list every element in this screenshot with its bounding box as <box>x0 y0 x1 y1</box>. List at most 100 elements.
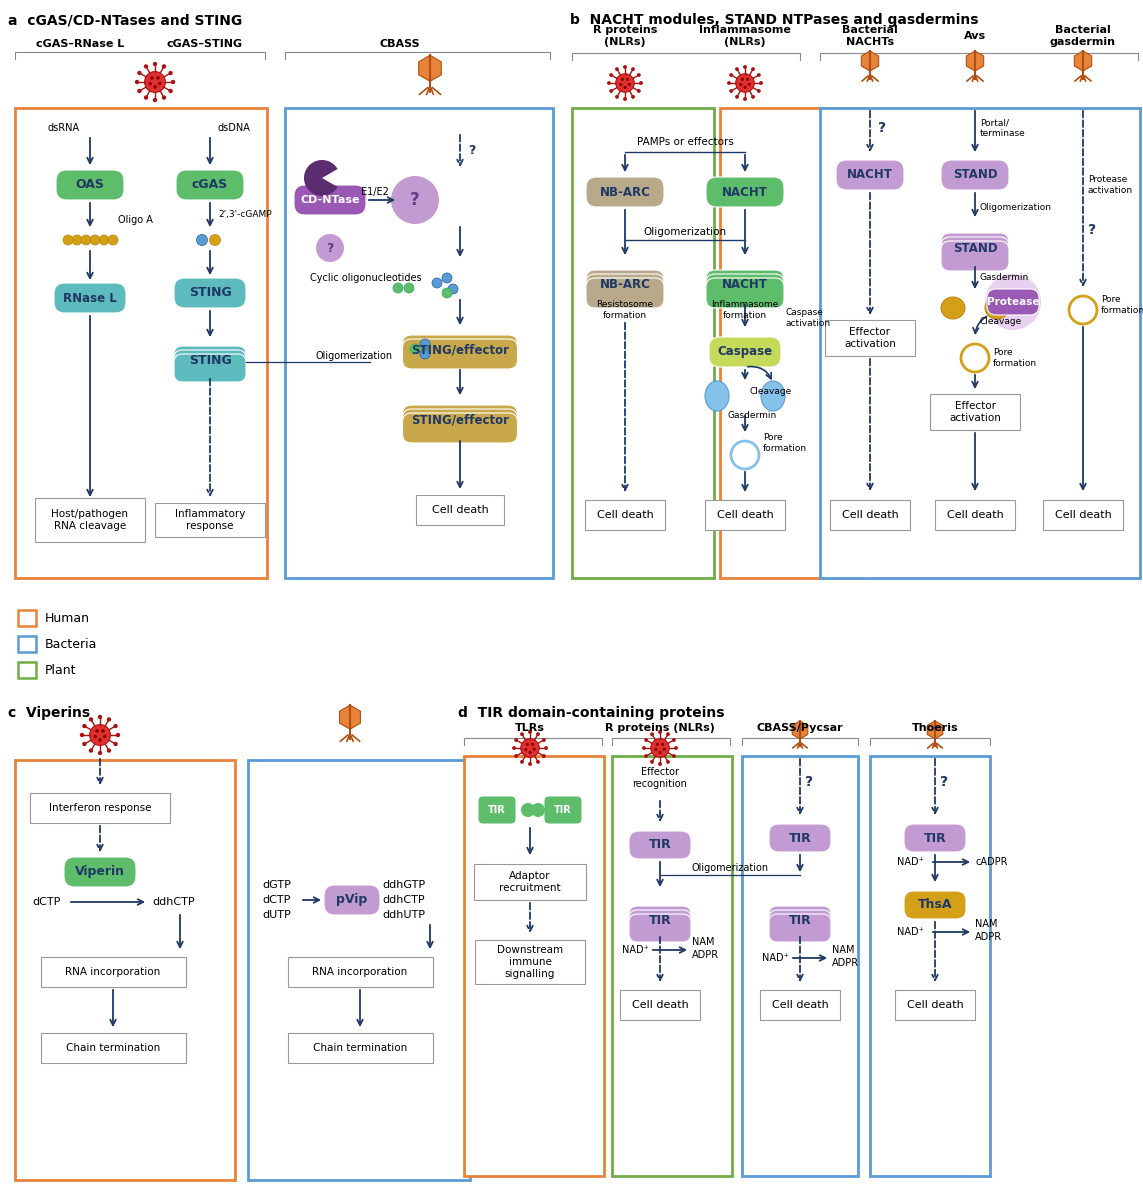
FancyBboxPatch shape <box>706 270 784 300</box>
Circle shape <box>645 738 648 742</box>
Text: ?: ? <box>940 775 949 790</box>
Circle shape <box>525 748 527 751</box>
FancyBboxPatch shape <box>988 289 1039 314</box>
Circle shape <box>650 732 654 736</box>
Circle shape <box>751 95 754 98</box>
Circle shape <box>650 739 670 757</box>
Circle shape <box>531 803 545 817</box>
FancyBboxPatch shape <box>174 278 246 308</box>
Circle shape <box>623 97 626 101</box>
Text: cADPR: cADPR <box>975 857 1007 866</box>
Text: CBASS/Pycsar: CBASS/Pycsar <box>757 722 844 733</box>
Text: TIR: TIR <box>488 805 506 815</box>
Text: NACHT: NACHT <box>722 278 768 292</box>
FancyBboxPatch shape <box>35 498 145 542</box>
Text: CD-NTase: CD-NTase <box>301 194 360 205</box>
Text: TIR: TIR <box>924 832 946 845</box>
Circle shape <box>101 730 105 733</box>
Text: Pore
formation: Pore formation <box>764 433 807 452</box>
FancyBboxPatch shape <box>709 337 781 367</box>
Circle shape <box>542 754 545 758</box>
Circle shape <box>740 83 742 86</box>
Circle shape <box>615 95 618 98</box>
Text: Inflammatory
response: Inflammatory response <box>175 509 246 530</box>
Circle shape <box>512 746 515 750</box>
Ellipse shape <box>705 382 729 410</box>
Circle shape <box>748 83 751 86</box>
FancyBboxPatch shape <box>288 1033 432 1063</box>
FancyBboxPatch shape <box>18 610 35 626</box>
Circle shape <box>743 97 746 101</box>
Circle shape <box>153 98 157 102</box>
Text: Pore
formation: Pore formation <box>993 348 1037 367</box>
Circle shape <box>89 749 94 752</box>
FancyBboxPatch shape <box>586 176 664 206</box>
Circle shape <box>637 73 641 77</box>
Text: Bacteria: Bacteria <box>45 637 97 650</box>
Text: cGAS–RNase L: cGAS–RNase L <box>35 38 125 49</box>
Circle shape <box>609 73 613 77</box>
Circle shape <box>80 733 85 737</box>
Circle shape <box>72 235 82 245</box>
Circle shape <box>536 760 539 763</box>
Text: Protease
activation: Protease activation <box>1088 175 1133 194</box>
Circle shape <box>732 440 759 469</box>
Circle shape <box>95 730 98 733</box>
Polygon shape <box>862 50 879 71</box>
Text: dCTP: dCTP <box>262 895 290 905</box>
Circle shape <box>631 95 634 98</box>
FancyBboxPatch shape <box>402 335 518 365</box>
Text: NAD⁺: NAD⁺ <box>897 926 924 937</box>
FancyBboxPatch shape <box>941 236 1009 266</box>
Circle shape <box>736 73 754 92</box>
FancyBboxPatch shape <box>836 160 904 190</box>
Text: TIR: TIR <box>789 913 812 926</box>
Ellipse shape <box>985 296 1009 319</box>
Text: NACHT: NACHT <box>847 168 893 181</box>
Text: NB-ARC: NB-ARC <box>600 186 650 198</box>
Text: Cell death: Cell death <box>946 510 1004 520</box>
FancyBboxPatch shape <box>720 108 864 578</box>
FancyBboxPatch shape <box>402 338 518 370</box>
FancyBboxPatch shape <box>870 756 990 1176</box>
Circle shape <box>674 746 678 750</box>
Text: ?: ? <box>467 144 475 156</box>
Text: dGTP: dGTP <box>262 880 290 890</box>
Circle shape <box>628 83 631 86</box>
Circle shape <box>729 89 733 92</box>
FancyBboxPatch shape <box>18 662 35 678</box>
Text: NAD⁺: NAD⁺ <box>897 857 924 866</box>
Circle shape <box>419 338 430 349</box>
Circle shape <box>663 748 666 751</box>
Text: NAD⁺: NAD⁺ <box>762 953 789 962</box>
Circle shape <box>403 283 414 293</box>
Text: Caspase: Caspase <box>718 346 773 359</box>
Circle shape <box>666 732 670 736</box>
FancyBboxPatch shape <box>895 990 975 1020</box>
Text: TLRs: TLRs <box>515 722 545 733</box>
Text: NAM: NAM <box>975 919 998 929</box>
Circle shape <box>149 82 152 85</box>
Text: TIR: TIR <box>789 832 812 845</box>
Text: Inflammasome
formation: Inflammasome formation <box>711 300 778 319</box>
Circle shape <box>106 749 111 752</box>
Text: STING/effector: STING/effector <box>411 414 509 426</box>
Text: Cyclic oligonucleotides: Cyclic oligonucleotides <box>310 272 422 283</box>
FancyBboxPatch shape <box>464 756 604 1176</box>
Polygon shape <box>418 55 441 82</box>
FancyBboxPatch shape <box>769 906 831 934</box>
Text: Chain termination: Chain termination <box>313 1043 407 1054</box>
Circle shape <box>735 67 738 71</box>
Text: ?: ? <box>1088 223 1096 236</box>
Circle shape <box>432 278 442 288</box>
Circle shape <box>528 730 531 734</box>
Text: Cleavage: Cleavage <box>980 318 1022 326</box>
Text: 2',3'-cGAMP: 2',3'-cGAMP <box>218 210 272 220</box>
Text: Effector
activation: Effector activation <box>949 401 1001 422</box>
Circle shape <box>751 67 754 71</box>
Circle shape <box>99 235 109 245</box>
Text: Gasdermin: Gasdermin <box>727 410 776 420</box>
Circle shape <box>741 78 744 82</box>
Circle shape <box>82 724 87 728</box>
FancyBboxPatch shape <box>941 241 1009 271</box>
